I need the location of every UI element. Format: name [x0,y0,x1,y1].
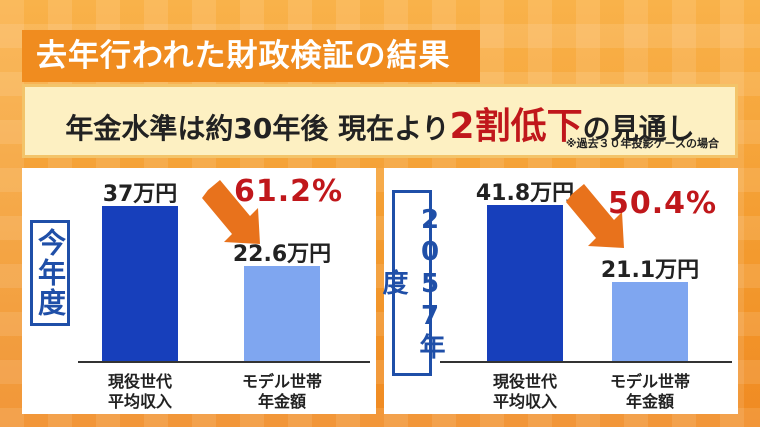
category-line: 現役世代 [492,372,557,391]
category-label-income: 現役世代 平均収入 [80,372,200,412]
arrow-shape [202,180,260,244]
category-line: モデル世帯 [609,372,690,391]
summary-banner: 年金水準は約30年後 現在より2割低下の見通し ※過去３０年投影ケースの場合 [22,84,738,158]
value-label-2057-income: 41.8万円 [475,180,575,206]
category-label-pension: モデル世帯 年金額 [590,372,710,412]
chart-panel-current: 今年度 37万円 22.6万円 61.2% 現役世代 平均収入 モデル世帯 年金… [22,168,376,414]
ratio-label-2057: 50.4% [608,186,718,221]
value-label-current-income: 37万円 [102,181,178,207]
ratio-label-current: 61.2% [234,174,344,209]
banner-text-1: 年金水準は約30年後 現在より [65,112,450,145]
bar-2057-pension [612,282,688,361]
category-line: 年金額 [257,392,306,411]
x-axis [78,361,370,363]
bar-current-income [102,205,178,361]
arrow-shape [566,184,624,248]
banner-highlight: 2割低下 [449,106,583,147]
year-label-current: 今年度 [30,220,70,326]
category-line: 平均収入 [107,392,172,411]
banner-footnote: ※過去３０年投影ケースの場合 [565,137,719,150]
bar-2057-income [487,204,563,361]
banner-text-2: の見通し [582,112,695,145]
bar-current-pension [244,266,320,361]
value-label-current-pension: 22.6万円 [232,242,332,268]
category-line: 平均収入 [492,392,557,411]
category-line: 年金額 [625,392,674,411]
year-label-2057: 2057年度 [378,190,445,376]
value-label-2057-pension: 21.1万円 [600,258,700,284]
category-label-pension: モデル世帯 年金額 [222,372,342,412]
category-line: モデル世帯 [241,372,322,391]
banner-headline: 年金水準は約30年後 現在より2割低下の見通し [25,97,735,149]
category-line: 現役世代 [107,372,172,391]
chart-panel-2057: 2057年度 41.8万円 21.1万円 50.4% 現役世代 平均収入 モデル… [378,168,738,414]
page-title: 去年行われた財政検証の結果 [22,30,480,82]
decrease-arrow-current [202,180,260,244]
category-label-income: 現役世代 平均収入 [465,372,585,412]
x-axis [440,361,732,363]
decrease-arrow-2057 [566,184,624,248]
